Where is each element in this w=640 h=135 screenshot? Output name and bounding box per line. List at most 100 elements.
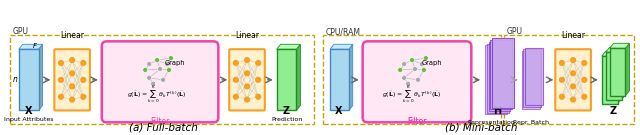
Circle shape xyxy=(244,58,250,63)
Circle shape xyxy=(559,77,564,82)
Circle shape xyxy=(81,77,86,82)
Circle shape xyxy=(571,71,575,76)
Circle shape xyxy=(244,84,250,89)
Circle shape xyxy=(256,61,260,65)
Circle shape xyxy=(234,77,238,82)
Circle shape xyxy=(413,67,417,71)
Polygon shape xyxy=(38,44,42,110)
Text: $F$: $F$ xyxy=(31,41,38,50)
Circle shape xyxy=(155,58,159,63)
Circle shape xyxy=(571,97,575,102)
Circle shape xyxy=(143,68,148,72)
Polygon shape xyxy=(602,51,621,56)
Bar xyxy=(525,48,543,105)
Circle shape xyxy=(70,97,74,102)
Text: Graph: Graph xyxy=(422,60,442,66)
Text: $g(\tilde{\mathbf{L}})=\sum_{k=0}^{K}\theta_k\,T^{(k)}(\tilde{\mathbf{L}})$: $g(\tilde{\mathbf{L}})=\sum_{k=0}^{K}\th… xyxy=(382,85,442,105)
Text: Linear: Linear xyxy=(60,31,84,40)
Bar xyxy=(504,35,634,124)
FancyBboxPatch shape xyxy=(229,49,265,110)
Polygon shape xyxy=(621,47,625,100)
Circle shape xyxy=(234,61,238,65)
Polygon shape xyxy=(19,44,42,49)
Circle shape xyxy=(424,56,428,61)
Bar xyxy=(605,52,621,100)
Text: (b) Mini-batch: (b) Mini-batch xyxy=(445,122,518,132)
FancyBboxPatch shape xyxy=(54,49,90,110)
Text: $g(\tilde{\mathbf{L}})=\sum_{k=0}^{K}\theta_k\,T^{(k)}(\tilde{\mathbf{L}})$: $g(\tilde{\mathbf{L}})=\sum_{k=0}^{K}\th… xyxy=(127,85,187,105)
Text: Linear: Linear xyxy=(235,31,259,40)
Bar xyxy=(276,49,296,110)
Circle shape xyxy=(244,97,250,102)
Text: Representation: Representation xyxy=(467,120,515,125)
Text: CPU/RAM: CPU/RAM xyxy=(326,27,361,36)
Bar xyxy=(610,48,625,96)
Bar xyxy=(10,35,314,124)
Circle shape xyxy=(406,81,410,86)
Circle shape xyxy=(559,94,564,99)
Text: GPU: GPU xyxy=(13,27,29,36)
Circle shape xyxy=(244,71,250,76)
Circle shape xyxy=(166,68,172,72)
FancyBboxPatch shape xyxy=(102,41,218,122)
Circle shape xyxy=(147,62,152,67)
Circle shape xyxy=(256,94,260,99)
Circle shape xyxy=(571,58,575,63)
Circle shape xyxy=(402,75,406,80)
Circle shape xyxy=(168,56,173,61)
Bar xyxy=(485,45,507,114)
Circle shape xyxy=(164,62,170,67)
Text: $\mathbf{Z}$: $\mathbf{Z}$ xyxy=(282,104,291,116)
Text: Repr. Batch: Repr. Batch xyxy=(513,120,548,125)
Circle shape xyxy=(419,62,424,67)
Circle shape xyxy=(70,58,74,63)
Bar xyxy=(487,44,509,113)
Bar xyxy=(492,38,514,107)
Polygon shape xyxy=(618,51,621,104)
Circle shape xyxy=(81,94,86,99)
Text: $\mathbf{H}$: $\mathbf{H}$ xyxy=(493,104,502,116)
Circle shape xyxy=(157,67,163,71)
Text: (a) Full-batch: (a) Full-batch xyxy=(129,122,198,132)
Circle shape xyxy=(161,77,166,82)
Polygon shape xyxy=(276,44,300,49)
Circle shape xyxy=(59,94,63,99)
Polygon shape xyxy=(296,44,300,110)
Circle shape xyxy=(402,62,406,67)
Circle shape xyxy=(582,77,587,82)
Text: Graph: Graph xyxy=(164,60,185,66)
Circle shape xyxy=(397,68,403,72)
FancyBboxPatch shape xyxy=(363,41,471,122)
Text: $\mathbf{X}$: $\mathbf{X}$ xyxy=(24,104,33,116)
Text: $\mathbf{X}$: $\mathbf{X}$ xyxy=(334,104,344,116)
Polygon shape xyxy=(625,43,629,96)
Text: Filter: Filter xyxy=(407,117,427,126)
Circle shape xyxy=(582,61,587,65)
Circle shape xyxy=(70,84,74,89)
Circle shape xyxy=(421,68,426,72)
Circle shape xyxy=(70,71,74,76)
Text: Linear: Linear xyxy=(561,31,585,40)
Circle shape xyxy=(147,75,152,80)
Text: $n$: $n$ xyxy=(12,75,18,84)
Bar xyxy=(19,49,38,110)
Text: Prediction: Prediction xyxy=(271,117,302,122)
Bar xyxy=(522,51,540,109)
Bar xyxy=(323,35,501,124)
Text: $\mathbf{Z}$: $\mathbf{Z}$ xyxy=(609,104,618,116)
Circle shape xyxy=(150,81,156,86)
Circle shape xyxy=(410,58,415,63)
FancyBboxPatch shape xyxy=(556,49,591,110)
Circle shape xyxy=(256,77,260,82)
Text: Filter: Filter xyxy=(150,117,170,126)
Bar xyxy=(602,56,618,104)
Polygon shape xyxy=(605,47,625,52)
Circle shape xyxy=(571,84,575,89)
Circle shape xyxy=(582,94,587,99)
Circle shape xyxy=(234,94,238,99)
Circle shape xyxy=(59,77,63,82)
Text: Input Attributes: Input Attributes xyxy=(4,117,53,122)
Circle shape xyxy=(559,61,564,65)
Text: GPU: GPU xyxy=(507,27,523,36)
Bar xyxy=(524,49,541,107)
